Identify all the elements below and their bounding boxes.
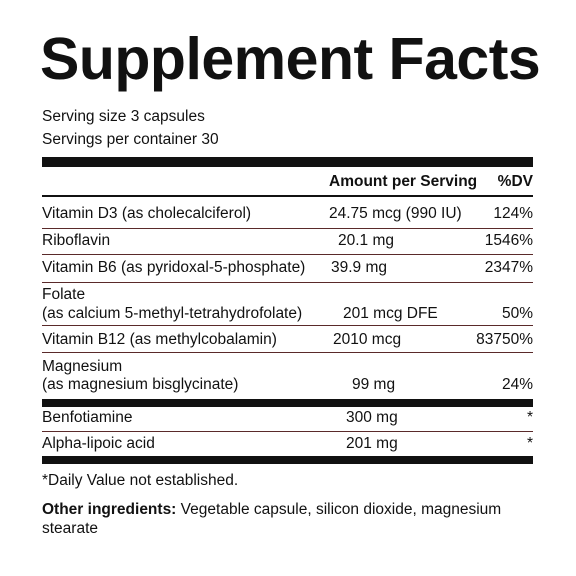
footnote: *Daily Value not established. — [42, 472, 239, 489]
daily-value: 50% — [501, 305, 533, 322]
thick-rule — [42, 399, 533, 407]
amount-header: Amount per Serving — [329, 173, 478, 190]
amount: 201 mcg DFE — [343, 305, 438, 322]
amount: 201 mg — [346, 435, 398, 452]
other-ingredients: Other ingredients: Vegetable capsule, si… — [42, 500, 537, 538]
nutrient-name: Riboflavin — [42, 232, 111, 249]
daily-value: 1546% — [484, 232, 533, 249]
daily-value: * — [526, 409, 533, 426]
row-rule — [42, 282, 533, 283]
nutrient-name: (as magnesium bisglycinate) — [42, 376, 239, 393]
nutrient-name: Alpha-lipoic acid — [42, 435, 155, 452]
daily-value: 83750% — [476, 331, 533, 348]
amount: 20.1 mg — [338, 232, 395, 249]
nutrient-name: Vitamin B6 (as pyridoxal-5-phosphate) — [42, 259, 306, 276]
thick-rule — [42, 456, 533, 464]
daily-value: 124% — [493, 205, 533, 222]
daily-value: * — [526, 435, 533, 452]
amount: 99 mg — [352, 376, 396, 393]
amount: 24.75 mcg (990 IU) — [329, 205, 462, 222]
daily-value: 2347% — [484, 259, 533, 276]
row-rule — [42, 228, 533, 229]
nutrient-name: Vitamin D3 (as cholecalciferol) — [42, 205, 252, 222]
title: Supplement Facts — [40, 26, 541, 92]
thick-rule — [42, 157, 533, 167]
amount: 300 mg — [346, 409, 398, 426]
other-ingredients-text: Vegetable capsule, silicon dioxide, magn… — [42, 501, 502, 537]
row-rule — [42, 254, 533, 255]
amount: 39.9 mg — [331, 259, 388, 276]
amount: 2010 mcg — [333, 331, 402, 348]
nutrient-name: Benfotiamine — [42, 409, 133, 426]
nutrient-name: Folate — [42, 286, 86, 303]
row-rule — [42, 431, 533, 432]
nutrient-name: (as calcium 5-methyl-tetrahydrofolate) — [42, 305, 303, 322]
servings-per-container: Servings per container 30 — [42, 131, 219, 148]
nutrient-name: Magnesium — [42, 358, 123, 375]
row-rule — [42, 325, 533, 326]
other-ingredients-label: Other ingredients: — [42, 501, 177, 518]
serving-size: Serving size 3 capsules — [42, 108, 205, 125]
rule — [42, 195, 533, 197]
nutrient-name: Vitamin B12 (as methylcobalamin) — [42, 331, 277, 348]
daily-value: 24% — [501, 376, 533, 393]
row-rule — [42, 352, 533, 353]
dv-header: %DV — [497, 173, 533, 190]
